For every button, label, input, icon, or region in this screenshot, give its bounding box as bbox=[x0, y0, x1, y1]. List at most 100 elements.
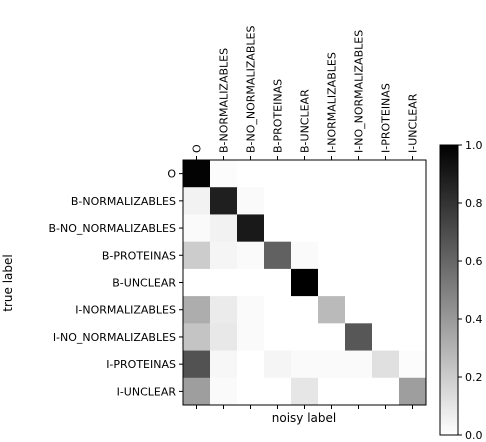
heatmap-cell bbox=[291, 241, 319, 270]
heatmap-cell bbox=[210, 350, 238, 379]
heatmap-cell bbox=[210, 323, 238, 351]
heatmap-cell bbox=[264, 377, 292, 406]
heatmap-cell bbox=[345, 323, 373, 351]
heatmap-cell bbox=[210, 296, 238, 324]
heatmap-cell bbox=[318, 323, 346, 351]
heatmap-cell bbox=[345, 214, 373, 243]
heatmap-cell bbox=[318, 187, 346, 215]
heatmap-cell bbox=[264, 187, 292, 215]
heatmap-cell bbox=[264, 241, 292, 270]
heatmap-cell bbox=[210, 160, 238, 188]
heatmap-cell bbox=[291, 350, 319, 379]
heatmap-cell bbox=[372, 323, 400, 351]
heatmap-cell bbox=[372, 296, 400, 324]
heatmap-cell bbox=[183, 350, 211, 379]
colorbar-tick-label: 0.4 bbox=[465, 313, 483, 326]
y-tick-label: B-UNCLEAR bbox=[112, 277, 176, 290]
heatmap-cell bbox=[372, 160, 400, 188]
y-tick-label: B-PROTEINAS bbox=[102, 249, 176, 262]
y-axis-ticks: O B-NORMALIZABLES B-NO_NORMALIZABLES B-PROT… bbox=[49, 168, 183, 398]
heatmap-cell bbox=[318, 241, 346, 270]
colorbar-tick-label: 0.0 bbox=[465, 429, 483, 442]
heatmap-cell bbox=[183, 241, 211, 270]
y-tick-label: I-UNCLEAR bbox=[117, 385, 177, 398]
x-tick-label: I-NO_NORMALIZABLES bbox=[353, 30, 366, 153]
colorbar-ticks: 0.0 0.2 0.4 0.6 0.8 1.0 bbox=[458, 139, 483, 442]
heatmap-cell bbox=[210, 268, 238, 297]
colorbar-tick-label: 0.6 bbox=[465, 255, 483, 268]
heatmap-cell bbox=[345, 160, 373, 188]
colorbar bbox=[439, 144, 459, 436]
heatmap-cell bbox=[210, 241, 238, 270]
heatmap-cell bbox=[399, 323, 427, 351]
heatmap-cell bbox=[237, 241, 265, 270]
y-tick-label: O bbox=[167, 168, 176, 181]
heatmap-cell bbox=[345, 268, 373, 297]
heatmap-cell bbox=[372, 214, 400, 243]
heatmap-cell bbox=[372, 187, 400, 215]
x-tick-label: I-PROTEINAS bbox=[380, 83, 393, 153]
heatmap-cell bbox=[291, 296, 319, 324]
heatmap-cell bbox=[318, 350, 346, 379]
heatmap-cell bbox=[372, 241, 400, 270]
heatmap-cell bbox=[372, 350, 400, 379]
heatmap-cell bbox=[237, 377, 265, 406]
x-axis-ticks: O B-NORMALIZABLES B-NO_NORMALIZABLES B-PROT… bbox=[191, 25, 420, 409]
heatmap-cell bbox=[345, 377, 373, 406]
heatmap-cell bbox=[399, 160, 427, 188]
heatmap-cell bbox=[291, 323, 319, 351]
x-tick-label: B-NO_NORMALIZABLES bbox=[245, 25, 258, 153]
heatmap-cell bbox=[399, 214, 427, 243]
heatmap-cell bbox=[399, 350, 427, 379]
heatmap-cell bbox=[318, 296, 346, 324]
heatmap-cell bbox=[237, 214, 265, 243]
heatmap-cell bbox=[183, 160, 211, 188]
y-tick-label: I-NO_NORMALIZABLES bbox=[53, 331, 176, 344]
x-tick-label: B-NORMALIZABLES bbox=[218, 48, 231, 153]
heatmap-cell bbox=[183, 187, 211, 215]
heatmap-cell bbox=[264, 214, 292, 243]
colorbar-tick-label: 0.2 bbox=[465, 371, 483, 384]
heatmap-cell bbox=[237, 268, 265, 297]
x-tick-label: B-UNCLEAR bbox=[299, 89, 312, 153]
x-tick-label: O bbox=[191, 144, 204, 153]
y-tick-label: I-PROTEINAS bbox=[106, 358, 176, 371]
x-tick-label: I-NORMALIZABLES bbox=[326, 52, 339, 153]
heatmap-cell bbox=[264, 160, 292, 188]
heatmap-cell bbox=[264, 350, 292, 379]
heatmap-cell bbox=[183, 268, 211, 297]
heatmap-cell bbox=[345, 296, 373, 324]
heatmap-cell bbox=[372, 268, 400, 297]
heatmap-cell bbox=[399, 187, 427, 215]
y-axis-label: true label bbox=[1, 254, 15, 311]
heatmap-cell bbox=[237, 323, 265, 351]
heatmap-cell bbox=[399, 268, 427, 297]
heatmap-cell bbox=[264, 268, 292, 297]
y-tick-label: B-NO_NORMALIZABLES bbox=[49, 222, 177, 235]
heatmap-cell bbox=[345, 241, 373, 270]
heatmap-cell bbox=[291, 160, 319, 188]
heatmap-cell bbox=[183, 323, 211, 351]
heatmap-cell bbox=[237, 296, 265, 324]
heatmap-cell bbox=[237, 187, 265, 215]
heatmap-cell bbox=[399, 377, 427, 406]
y-tick-label: I-NORMALIZABLES bbox=[75, 304, 176, 317]
x-tick-label: I-UNCLEAR bbox=[407, 93, 420, 153]
heatmap-cell bbox=[318, 160, 346, 188]
heatmap-cell bbox=[318, 268, 346, 297]
heatmap-cell bbox=[210, 377, 238, 406]
heatmap-cell bbox=[291, 377, 319, 406]
heatmap-cell bbox=[399, 241, 427, 270]
heatmap-cell bbox=[318, 214, 346, 243]
heatmap-cell bbox=[183, 214, 211, 243]
heatmap-cell bbox=[183, 377, 211, 406]
x-axis-label: noisy label bbox=[272, 411, 336, 425]
heatmap-cell bbox=[264, 323, 292, 351]
colorbar-tick-label: 1.0 bbox=[465, 139, 483, 152]
heatmap-cell bbox=[372, 377, 400, 406]
heatmap-cells bbox=[183, 160, 427, 406]
colorbar-tick-label: 0.8 bbox=[465, 197, 483, 210]
heatmap-cell bbox=[237, 160, 265, 188]
x-tick-label: B-PROTEINAS bbox=[272, 79, 285, 153]
